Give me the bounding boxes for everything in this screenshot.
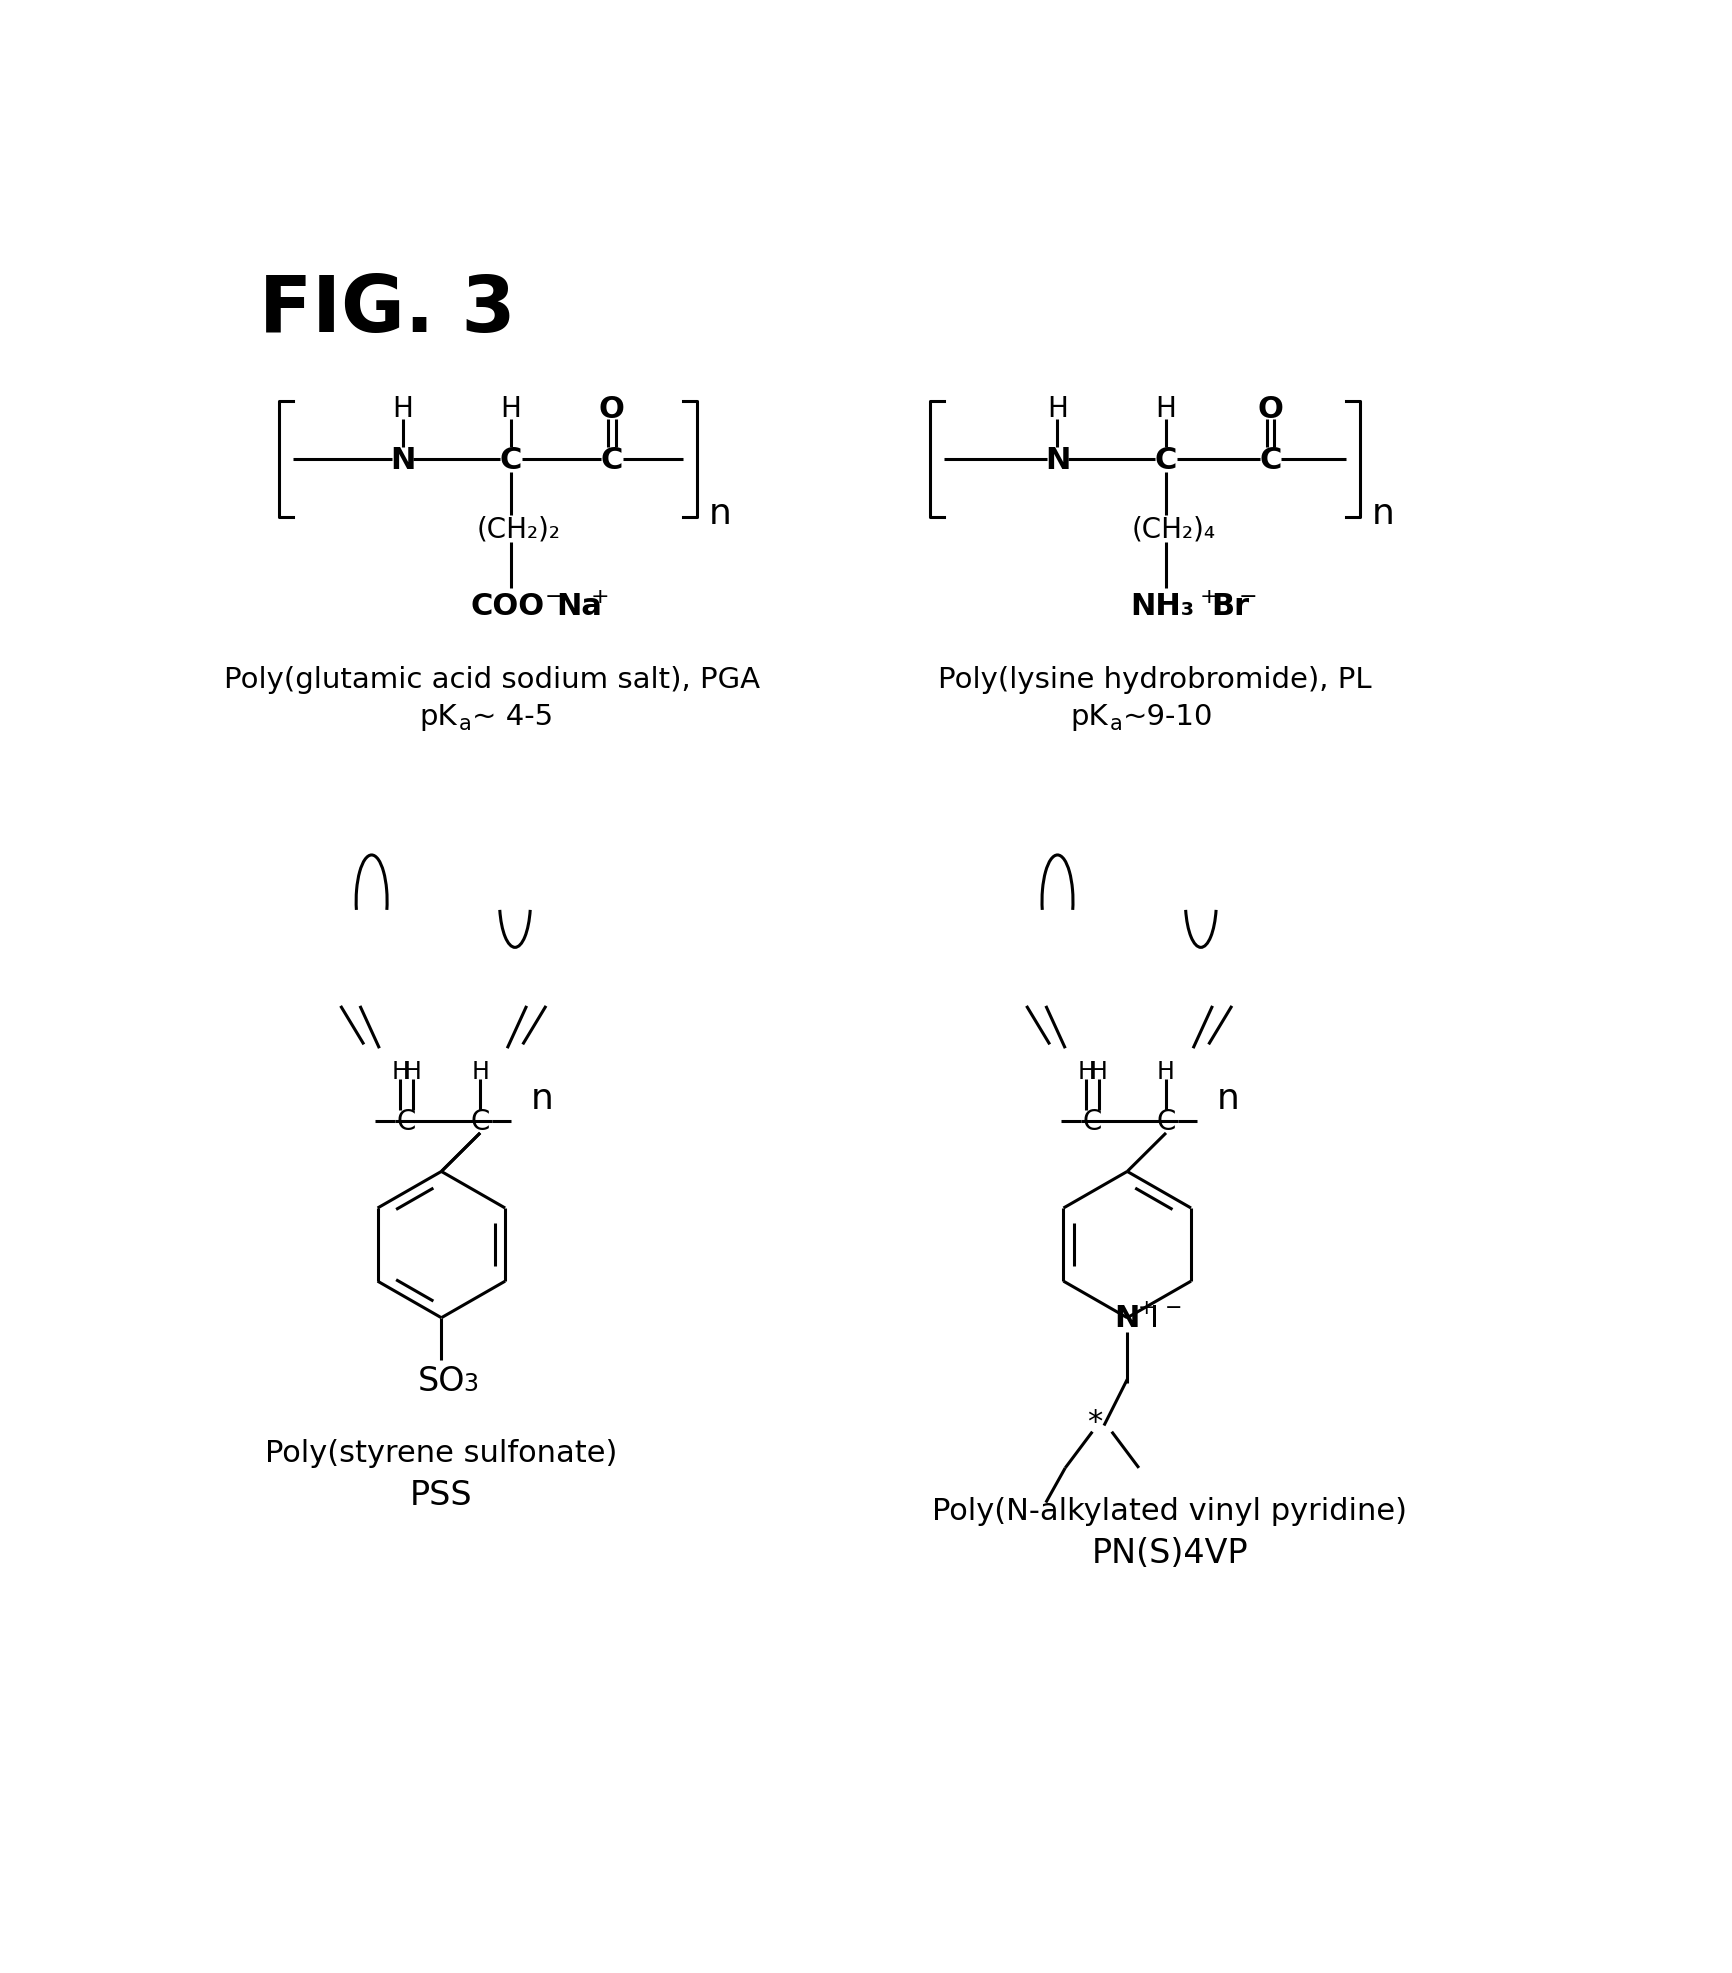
Text: PN(S)4VP: PN(S)4VP xyxy=(1091,1537,1247,1569)
Text: N: N xyxy=(390,446,416,474)
Text: Poly(lysine hydrobromide), PL: Poly(lysine hydrobromide), PL xyxy=(937,665,1370,693)
Text: −: − xyxy=(544,586,563,608)
Text: H: H xyxy=(1089,1060,1107,1083)
Text: H: H xyxy=(391,395,412,422)
Text: C: C xyxy=(1154,446,1176,474)
Text: Br: Br xyxy=(1211,592,1249,621)
Text: NH₃: NH₃ xyxy=(1129,592,1193,621)
Text: C: C xyxy=(1259,446,1282,474)
Text: O: O xyxy=(599,395,625,424)
Text: C: C xyxy=(397,1107,416,1136)
Text: +: + xyxy=(1138,1298,1155,1318)
Text: n: n xyxy=(708,497,731,531)
Text: pK: pK xyxy=(419,702,457,730)
Text: (CH₂)₂: (CH₂)₂ xyxy=(476,515,561,543)
Text: FIG. 3: FIG. 3 xyxy=(260,272,516,347)
Text: H: H xyxy=(1155,395,1176,422)
Text: I: I xyxy=(1150,1304,1159,1332)
Text: H: H xyxy=(1046,395,1067,422)
Text: a: a xyxy=(459,712,471,734)
Text: −: − xyxy=(1238,586,1257,608)
Text: H: H xyxy=(471,1060,488,1083)
Text: PSS: PSS xyxy=(410,1478,473,1511)
Text: a: a xyxy=(1110,712,1122,734)
Text: Poly(N-alkylated vinyl pyridine): Poly(N-alkylated vinyl pyridine) xyxy=(932,1496,1406,1525)
Text: C: C xyxy=(1082,1107,1102,1136)
Text: Poly(styrene sulfonate): Poly(styrene sulfonate) xyxy=(265,1438,617,1468)
Text: +: + xyxy=(591,586,608,608)
Text: H: H xyxy=(404,1060,421,1083)
Text: −: − xyxy=(1164,1298,1181,1318)
Text: N: N xyxy=(1044,446,1070,474)
Text: n: n xyxy=(1216,1081,1238,1115)
Text: n: n xyxy=(1370,497,1394,531)
Text: Poly(glutamic acid sodium salt), PGA: Poly(glutamic acid sodium salt), PGA xyxy=(223,665,759,693)
Text: Na: Na xyxy=(556,592,601,621)
Text: (CH₂)₄: (CH₂)₄ xyxy=(1131,515,1216,543)
Text: N: N xyxy=(1114,1304,1140,1332)
Text: H: H xyxy=(501,395,521,422)
Text: +: + xyxy=(1199,586,1218,608)
Text: O: O xyxy=(1257,395,1283,424)
Text: C: C xyxy=(499,446,521,474)
Text: C: C xyxy=(601,446,624,474)
Text: ~ 4-5: ~ 4-5 xyxy=(473,702,553,730)
Text: pK: pK xyxy=(1070,702,1107,730)
Text: COO: COO xyxy=(469,592,544,621)
Text: C: C xyxy=(469,1107,490,1136)
Text: n: n xyxy=(530,1081,553,1115)
Text: H: H xyxy=(1157,1060,1174,1083)
Text: 3: 3 xyxy=(462,1371,478,1395)
Text: H: H xyxy=(391,1060,409,1083)
Text: H: H xyxy=(1077,1060,1095,1083)
Text: ~9-10: ~9-10 xyxy=(1122,702,1212,730)
Text: C: C xyxy=(1155,1107,1174,1136)
Text: SO: SO xyxy=(417,1363,464,1397)
Text: *: * xyxy=(1086,1407,1102,1436)
